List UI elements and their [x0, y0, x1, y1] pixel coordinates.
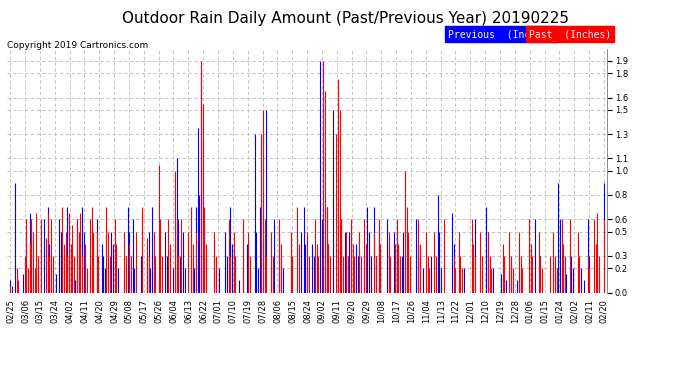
Text: Outdoor Rain Daily Amount (Past/Previous Year) 20190225: Outdoor Rain Daily Amount (Past/Previous… [121, 11, 569, 26]
Text: Copyright 2019 Cartronics.com: Copyright 2019 Cartronics.com [7, 41, 148, 50]
Text: Previous  (Inches): Previous (Inches) [448, 29, 554, 39]
Text: Past  (Inches): Past (Inches) [529, 29, 611, 39]
